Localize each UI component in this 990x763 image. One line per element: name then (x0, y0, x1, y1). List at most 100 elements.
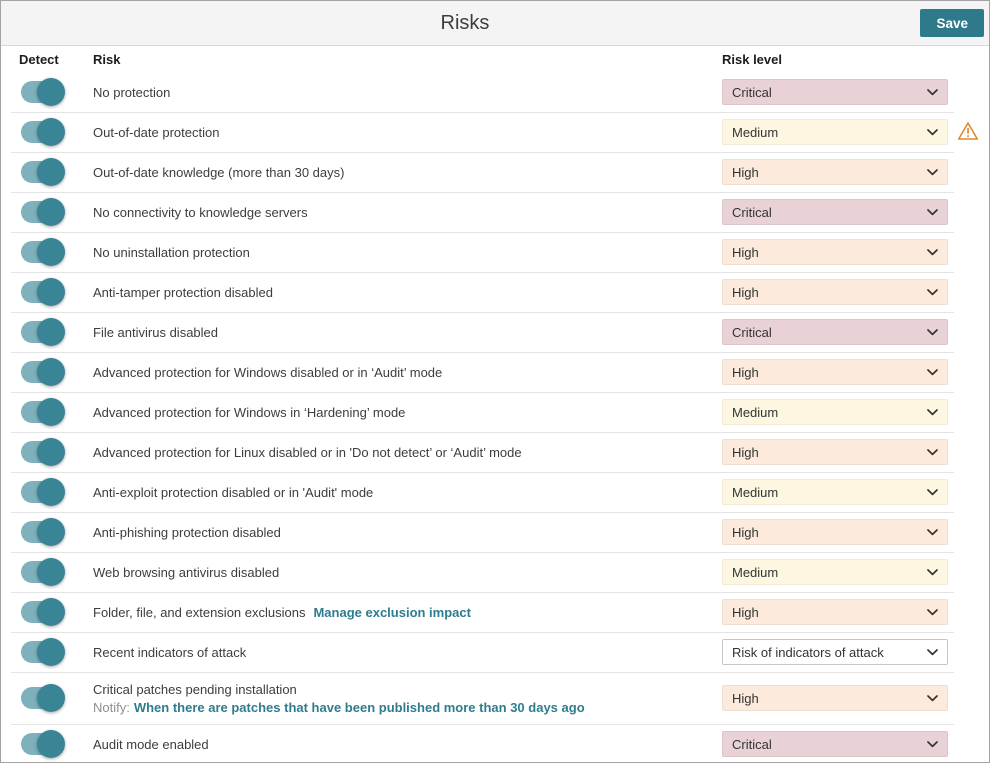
toggle-knob (37, 238, 65, 266)
risk-label: Advanced protection for Windows in ‘Hard… (93, 404, 406, 420)
chevron-down-icon (927, 740, 938, 748)
risk-level-cell: Critical (722, 312, 989, 352)
toggle-knob (37, 158, 65, 186)
risk-level-select[interactable]: High (722, 279, 948, 305)
detect-toggle[interactable] (21, 558, 65, 586)
detect-toggle[interactable] (21, 118, 65, 146)
chevron-down-icon (927, 568, 938, 576)
risk-level-select[interactable]: Medium (722, 119, 948, 145)
chevron-down-icon (927, 328, 938, 336)
risk-level-select[interactable]: High (722, 599, 948, 625)
risk-cell: No protection (93, 72, 709, 112)
risk-level-select[interactable]: Critical (722, 199, 948, 225)
risk-label: Advanced protection for Linux disabled o… (93, 444, 522, 460)
risk-level-value: Critical (732, 736, 772, 752)
toggle-knob (37, 478, 65, 506)
notify-condition-link[interactable]: When there are patches that have been pu… (133, 699, 585, 715)
risk-cell: Out-of-date knowledge (more than 30 days… (93, 152, 709, 192)
detect-toggle[interactable] (21, 278, 65, 306)
toggle-knob (37, 118, 65, 146)
detect-toggle[interactable] (21, 684, 65, 712)
detect-toggle[interactable] (21, 478, 65, 506)
risk-level-cell: High (722, 592, 989, 632)
risk-cell: Advanced protection for Windows in ‘Hard… (93, 392, 709, 432)
detect-toggle[interactable] (21, 638, 65, 666)
risk-level-cell: Medium (722, 112, 989, 152)
risk-cell: Recent indicators of attack (93, 632, 709, 672)
risk-level-value: Critical (732, 204, 772, 220)
risk-level-value: Risk of indicators of attack (732, 644, 884, 660)
risk-label: Folder, file, and extension exclusions (93, 604, 306, 620)
page-title: Risks (440, 12, 490, 34)
risk-label: Out-of-date knowledge (more than 30 days… (93, 164, 345, 180)
detect-toggle[interactable] (21, 158, 65, 186)
risk-level-select[interactable]: High (722, 239, 948, 265)
risk-label: File antivirus disabled (93, 324, 219, 340)
risk-level-select[interactable]: Critical (722, 319, 948, 345)
detect-toggle[interactable] (21, 358, 65, 386)
risk-cell: No connectivity to knowledge servers (93, 192, 709, 232)
chevron-down-icon (927, 368, 938, 376)
risk-level-select[interactable]: Medium (722, 479, 948, 505)
detect-toggle[interactable] (21, 78, 65, 106)
risk-label: Anti-phishing protection disabled (93, 524, 281, 540)
risk-row: No uninstallation protection High (1, 232, 989, 272)
toggle-knob (37, 278, 65, 306)
detect-toggle[interactable] (21, 730, 65, 758)
risk-level-cell: Critical (722, 192, 989, 232)
risk-label: No connectivity to knowledge servers (93, 204, 308, 220)
warning-triangle-icon (957, 121, 979, 141)
risk-level-select[interactable]: Medium (722, 399, 948, 425)
risk-level-select[interactable]: High (722, 359, 948, 385)
risk-level-select[interactable]: Medium (722, 559, 948, 585)
detect-toggle[interactable] (21, 518, 65, 546)
risk-row: Audit mode enabled Critical (1, 724, 989, 762)
toggle-knob (37, 730, 65, 758)
risk-cell: No uninstallation protection (93, 232, 709, 272)
chevron-down-icon (927, 208, 938, 216)
risk-level-value: Medium (732, 484, 779, 500)
risk-level-value: High (732, 364, 759, 380)
risk-cell: Anti-tamper protection disabled (93, 272, 709, 312)
risk-level-select[interactable]: Risk of indicators of attack (722, 639, 948, 665)
column-header-risk-level: Risk level (722, 52, 782, 67)
risk-level-value: High (732, 444, 759, 460)
risk-level-select[interactable]: High (722, 439, 948, 465)
toggle-knob (37, 518, 65, 546)
detect-toggle[interactable] (21, 398, 65, 426)
risk-row: No connectivity to knowledge servers Crit… (1, 192, 989, 232)
risk-level-cell: Critical (722, 72, 989, 112)
risk-label: Anti-tamper protection disabled (93, 284, 273, 300)
risk-level-select[interactable]: Critical (722, 79, 948, 105)
chevron-down-icon (927, 448, 938, 456)
risk-level-select[interactable]: High (722, 519, 948, 545)
risk-row: Out-of-date protection Medium (1, 112, 989, 152)
chevron-down-icon (927, 528, 938, 536)
risk-row: Recent indicators of attack Risk of indic… (1, 632, 989, 672)
risks-table: No protection Critical Out-of-date protect… (1, 72, 989, 762)
detect-toggle[interactable] (21, 198, 65, 226)
risk-row: File antivirus disabled Critical (1, 312, 989, 352)
risk-level-select[interactable]: Critical (722, 731, 948, 757)
detect-toggle[interactable] (21, 238, 65, 266)
risk-level-cell: Medium (722, 472, 989, 512)
detect-toggle[interactable] (21, 598, 65, 626)
risk-level-cell: High (722, 512, 989, 552)
chevron-down-icon (927, 88, 938, 96)
risk-row: Web browsing antivirus disabled Medium (1, 552, 989, 592)
risk-cell: Anti-phishing protection disabled (93, 512, 709, 552)
save-button[interactable]: Save (920, 9, 984, 37)
detect-toggle[interactable] (21, 318, 65, 346)
risk-level-value: High (732, 690, 759, 706)
chevron-down-icon (927, 488, 938, 496)
risk-level-select[interactable]: High (722, 159, 948, 185)
risk-row: Advanced protection for Windows in ‘Hard… (1, 392, 989, 432)
toggle-knob (37, 398, 65, 426)
risk-row: Folder, file, and extension exclusions Ma… (1, 592, 989, 632)
manage-exclusion-impact-link[interactable]: Manage exclusion impact (313, 604, 471, 620)
detect-toggle[interactable] (21, 438, 65, 466)
risk-level-select[interactable]: High (722, 685, 948, 711)
risk-level-cell: High (722, 152, 989, 192)
risk-level-cell: High (722, 232, 989, 272)
